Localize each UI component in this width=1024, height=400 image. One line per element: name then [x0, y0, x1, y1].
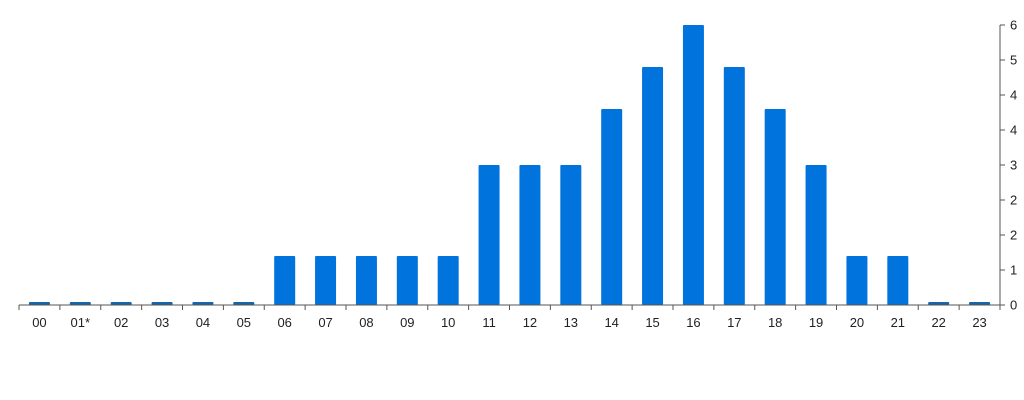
bar-06 — [274, 256, 296, 305]
bar-03 — [151, 302, 173, 305]
x-tick-label: 18 — [768, 315, 782, 330]
x-tick-label: 13 — [564, 315, 578, 330]
x-tick-label: 01* — [71, 315, 91, 330]
x-tick-label: 11 — [482, 315, 496, 330]
x-tick-label: 23 — [972, 315, 986, 330]
y-tick-label: 4 — [1010, 123, 1017, 138]
bar-08 — [355, 256, 377, 305]
x-tick-label: 20 — [850, 315, 864, 330]
x-tick-label: 06 — [277, 315, 291, 330]
bar-19 — [805, 165, 827, 305]
y-tick-label: 0 — [1010, 298, 1017, 313]
bar-04 — [192, 302, 214, 305]
x-tick-label: 03 — [155, 315, 169, 330]
x-tick-label: 16 — [686, 315, 700, 330]
bar-02 — [110, 302, 132, 305]
bar-10 — [437, 256, 459, 305]
x-tick-label: 02 — [114, 315, 128, 330]
x-tick-label: 04 — [196, 315, 210, 330]
bar-09 — [396, 256, 418, 305]
y-tick-label: 5 — [1010, 53, 1017, 68]
x-tick-label: 08 — [359, 315, 373, 330]
x-tick-label: 22 — [931, 315, 945, 330]
y-tick-label: 3 — [1010, 158, 1017, 173]
bar-05 — [233, 302, 255, 305]
bar-11 — [478, 165, 500, 305]
bar-13 — [560, 165, 582, 305]
bar-15 — [642, 67, 664, 305]
x-tick-label: 21 — [891, 315, 905, 330]
bar-18 — [764, 109, 786, 305]
x-tick-label: 07 — [318, 315, 332, 330]
bar-14 — [601, 109, 623, 305]
y-tick-label: 1 — [1010, 263, 1017, 278]
x-tick-label: 09 — [400, 315, 414, 330]
y-axis: 0 1 2 2 3 4 4 5 6 — [999, 18, 1017, 313]
bar-16 — [682, 25, 704, 305]
x-tick-label: 15 — [645, 315, 659, 330]
bars-group — [28, 25, 991, 305]
x-tick-label: 10 — [441, 315, 455, 330]
bar-23 — [969, 302, 991, 305]
x-tick-label: 12 — [523, 315, 537, 330]
y-tick-label: 2 — [1010, 193, 1017, 208]
bar-21 — [887, 256, 909, 305]
bar-07 — [315, 256, 337, 305]
x-tick-label: 05 — [237, 315, 251, 330]
y-tick-label: 2 — [1010, 228, 1017, 243]
y-tick-label: 4 — [1010, 88, 1017, 103]
x-tick-label: 19 — [809, 315, 823, 330]
x-axis: 00 01* 02 03 04 05 06 07 08 09 10 11 12 13 14 15 16 17 18 1… — [18, 304, 1001, 330]
bar-00 — [28, 302, 50, 305]
bar-20 — [846, 256, 868, 305]
bar-12 — [519, 165, 541, 305]
x-tick-label: 17 — [727, 315, 741, 330]
bar-01 — [69, 302, 91, 305]
y-tick-label: 6 — [1010, 18, 1017, 33]
bar-22 — [928, 302, 950, 305]
x-tick-label: 00 — [32, 315, 46, 330]
x-tick-label: 14 — [604, 315, 618, 330]
bar-17 — [723, 67, 745, 305]
